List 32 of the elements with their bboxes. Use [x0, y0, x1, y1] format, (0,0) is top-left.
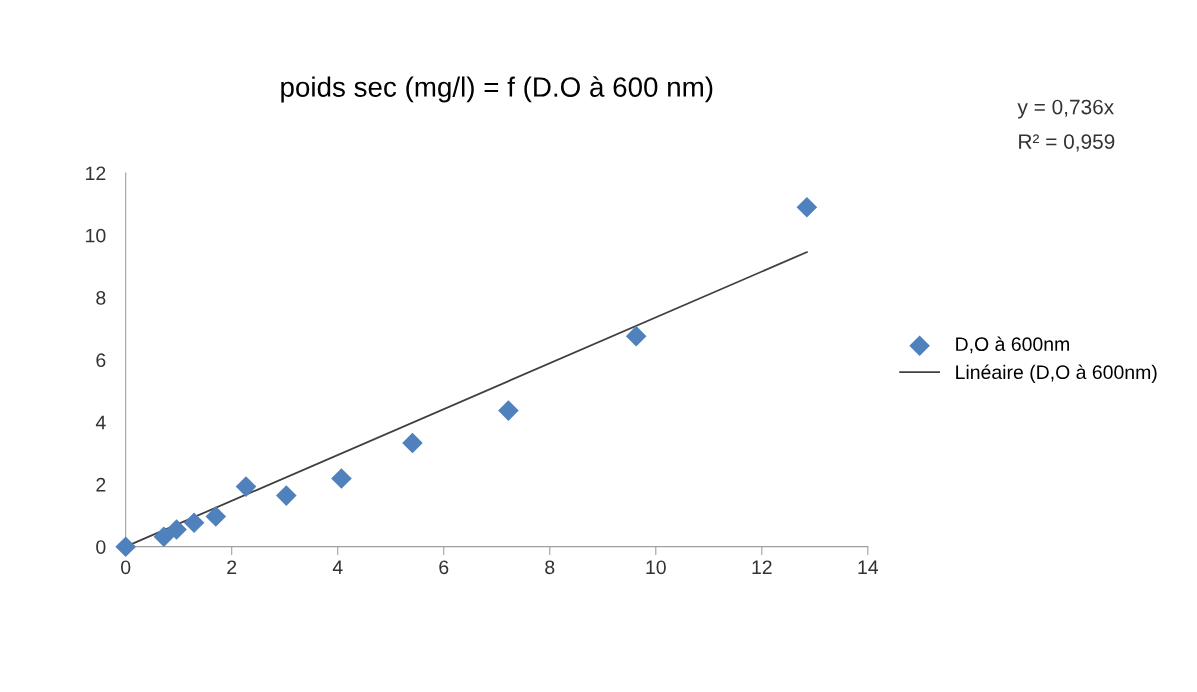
chart-title: poids sec (mg/l) = f (D.O à 600 nm): [281, 76, 713, 103]
y-tick-label: 10: [86, 228, 106, 243]
x-tick-label: 14: [858, 560, 879, 574]
x-tick-label: 6: [439, 560, 449, 575]
point: [153, 526, 175, 548]
x-tick-label: 12: [752, 560, 772, 574]
y-tick-label: 0: [96, 540, 106, 554]
point: [205, 506, 227, 527]
x-tick-label: 0: [121, 560, 131, 575]
point: [625, 325, 647, 347]
text: y = 0,736x: [1017, 99, 1114, 119]
text: R² = 0,959: [1019, 134, 1115, 152]
y-tick-label: 4: [95, 415, 106, 430]
legend-label: Linéaire (D,O à 600nm): [956, 364, 1157, 383]
y-tick-label: 8: [96, 291, 106, 305]
legend-label: D,O à 600nm: [956, 336, 1069, 354]
point: [331, 468, 352, 489]
point: [183, 512, 205, 533]
point: [235, 476, 257, 497]
point: [796, 196, 818, 218]
y-tick-label: 12: [86, 166, 106, 181]
point: [276, 485, 297, 506]
y-tick-label: 2: [96, 477, 106, 492]
x-tick-label: 8: [545, 560, 555, 575]
x-tick-label: 2: [227, 560, 237, 574]
x-tick-label: 10: [646, 560, 666, 575]
x-tick-label: 4: [332, 560, 343, 574]
point: [115, 536, 136, 557]
point: [402, 432, 423, 454]
point: [498, 400, 519, 421]
y-tick-label: 6: [96, 353, 106, 368]
point: [166, 519, 187, 540]
